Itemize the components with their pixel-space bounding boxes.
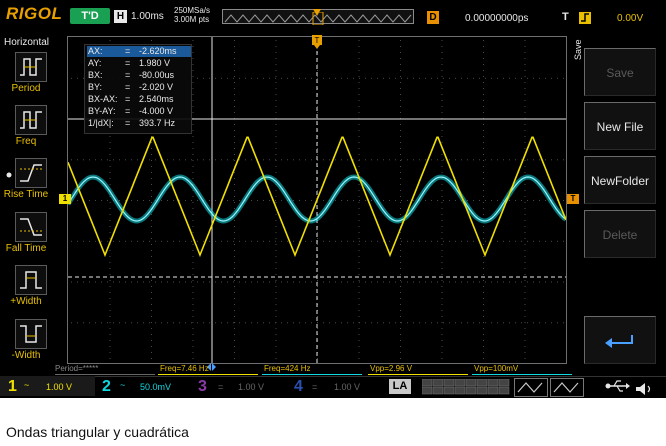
trigger-level-marker[interactable]: T bbox=[567, 194, 579, 204]
trigger-status-badge: T'D bbox=[70, 8, 110, 24]
neg-width-icon bbox=[20, 325, 42, 343]
measure-underline bbox=[368, 374, 468, 375]
ref-channel-button[interactable] bbox=[550, 378, 584, 397]
digital-channels-indicator[interactable] bbox=[421, 378, 510, 395]
delay-label: D bbox=[427, 11, 439, 24]
measure-vpp-ch2: Vpp=100mV bbox=[474, 364, 519, 373]
cursor-row-dy: BY-AY: = -4.000 V bbox=[88, 106, 174, 116]
save-button[interactable]: Save bbox=[584, 48, 656, 96]
measure-vpp-ch1: Vpp=2.96 V bbox=[370, 364, 413, 373]
oscilloscope-screen: RIGOL T'D H 1.00ms 250MSa/s 3.00M pts D … bbox=[0, 0, 666, 398]
return-button[interactable] bbox=[584, 316, 656, 364]
period-label: Period bbox=[11, 83, 41, 94]
channel-1-offset-marker[interactable]: 1 bbox=[59, 194, 71, 204]
figure-caption: Ondas triangular y cuadrática bbox=[6, 424, 189, 440]
channel-4-number[interactable]: 4 bbox=[294, 378, 303, 395]
channel-1-coupling: ~ bbox=[24, 380, 30, 390]
rise-edge-icon bbox=[20, 164, 42, 182]
math-wave-icon bbox=[517, 382, 543, 393]
ref-wave-icon bbox=[553, 382, 579, 393]
top-status-bar: RIGOL T'D H 1.00ms 250MSa/s 3.00M pts D … bbox=[0, 0, 666, 30]
channel-3-number[interactable]: 3 bbox=[198, 378, 207, 395]
freq-icon bbox=[20, 111, 42, 129]
trigger-edge-icon bbox=[578, 10, 592, 24]
freq-label: Freq bbox=[15, 136, 37, 147]
neg-width-button[interactable] bbox=[15, 319, 47, 349]
measure-freq-ch2: Freq=424 Hz bbox=[264, 364, 311, 373]
measure-freq-ch1: Freq=7.46 Hz bbox=[160, 364, 209, 373]
pos-width-button[interactable] bbox=[15, 265, 47, 295]
menu-title-save: Save bbox=[573, 39, 583, 60]
measure-underline bbox=[158, 374, 258, 375]
channel-1-number: 1 bbox=[8, 378, 17, 395]
measure-underline bbox=[472, 374, 572, 375]
logic-analyzer-button[interactable]: LA bbox=[389, 379, 411, 394]
channel-1-waveform bbox=[67, 136, 567, 258]
channel-3-scale: 1.00 V bbox=[238, 382, 265, 392]
new-folder-button[interactable]: NewFolder bbox=[584, 156, 656, 204]
fall-time-label: Fall Time bbox=[5, 243, 47, 254]
pos-width-label: +Width bbox=[10, 296, 42, 307]
channel-2-coupling: ~ bbox=[120, 380, 126, 390]
fall-time-button[interactable] bbox=[15, 212, 47, 242]
horizontal-measure-menu: Period Freq Rise Time Fall Time +Width -… bbox=[0, 36, 52, 376]
neg-width-label: -Width bbox=[11, 350, 41, 361]
memory-depth: 3.00M pts bbox=[174, 15, 210, 24]
channel-1-status[interactable] bbox=[0, 376, 95, 396]
math-channel-button[interactable] bbox=[514, 378, 548, 397]
fall-edge-icon bbox=[20, 218, 42, 236]
brand-logo: RIGOL bbox=[6, 4, 63, 23]
period-button[interactable] bbox=[15, 52, 47, 82]
waveform-canvas bbox=[65, 37, 568, 363]
delay-value[interactable]: 0.00000000ps bbox=[465, 13, 529, 24]
cursor-readout-panel: AX: = -2.620ms AY: = 1.980 V BX: = -80.00us BY… bbox=[84, 44, 192, 134]
cursor-row-dx: BX-AX: = 2.540ms bbox=[88, 94, 174, 104]
measure-underline bbox=[55, 374, 155, 375]
channel-2-number[interactable]: 2 bbox=[102, 378, 111, 395]
rise-time-button[interactable] bbox=[15, 158, 47, 188]
channel-4-coupling: = bbox=[312, 382, 318, 392]
timebase-value[interactable]: 1.00ms bbox=[131, 11, 164, 22]
measure-period: Period=***** bbox=[55, 364, 99, 373]
cursor-row-inv-dx: 1/|dX|: = 393.7 Hz bbox=[88, 118, 176, 128]
digital-channels-icon bbox=[421, 378, 510, 395]
rise-time-label: Rise Time bbox=[3, 189, 49, 200]
channel-2-scale: 50.0mV bbox=[140, 382, 172, 392]
channel-4-scale: 1.00 V bbox=[334, 382, 361, 392]
channel-2-waveform-core bbox=[67, 176, 567, 222]
trigger-level-value[interactable]: 0.00V bbox=[617, 13, 644, 24]
usb-icon bbox=[604, 378, 630, 394]
cursor-row-ax: AX: = -2.620ms bbox=[87, 46, 191, 57]
acquisition-info: 250MSa/s 3.00M pts bbox=[174, 6, 210, 24]
new-file-button[interactable]: New File bbox=[584, 102, 656, 150]
trigger-position-marker-icon bbox=[313, 2, 321, 16]
measure-underline bbox=[262, 374, 362, 375]
trigger-position-flag-icon[interactable]: T bbox=[312, 34, 322, 49]
delete-button[interactable]: Delete bbox=[584, 210, 656, 258]
cursor-row-bx: BX: = -80.00us bbox=[88, 70, 175, 80]
period-icon bbox=[20, 58, 42, 76]
menu-page-dot-icon bbox=[6, 163, 12, 178]
horizontal-label: H bbox=[114, 10, 127, 23]
trigger-label: T bbox=[562, 11, 569, 23]
cursor-row-ay: AY: = 1.980 V bbox=[88, 58, 171, 68]
channel-1-scale: 1.00 V bbox=[46, 382, 73, 392]
sample-rate: 250MSa/s bbox=[174, 6, 211, 15]
speaker-icon[interactable] bbox=[634, 380, 656, 395]
return-icon bbox=[605, 335, 633, 348]
cursor-a-marker-icon[interactable] bbox=[207, 356, 216, 371]
svg-text:T: T bbox=[315, 36, 320, 45]
cursor-row-by: BY: = -2.020 V bbox=[88, 82, 174, 92]
freq-button[interactable] bbox=[15, 105, 47, 135]
menu-title-horizontal: Horizontal bbox=[4, 37, 50, 48]
pos-width-icon bbox=[20, 271, 42, 289]
channel-3-coupling: = bbox=[218, 382, 224, 392]
